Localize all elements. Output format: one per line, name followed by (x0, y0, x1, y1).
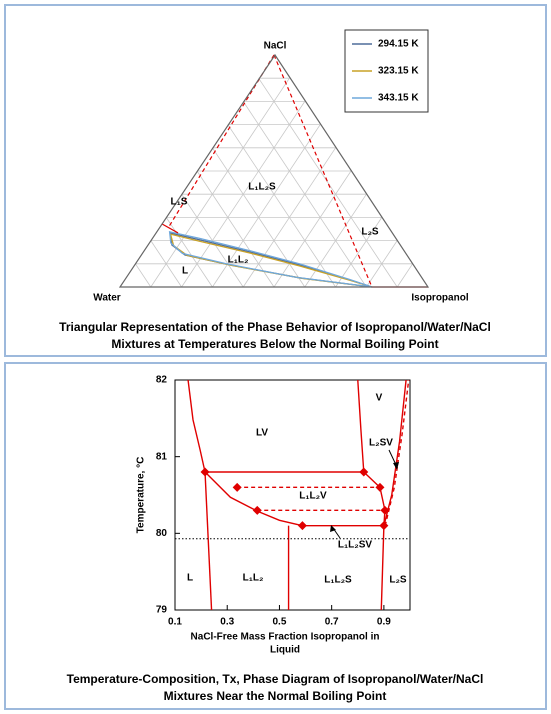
grid-line (165, 217, 213, 288)
curve (167, 54, 275, 229)
grid-line (258, 77, 398, 288)
region-label: LV (256, 428, 268, 439)
grid-line (181, 193, 244, 288)
plot-frame (174, 379, 411, 611)
arrow-head (393, 462, 399, 470)
curve (380, 525, 385, 611)
marker (200, 467, 210, 477)
curve (357, 379, 365, 473)
curve (363, 471, 386, 526)
curve (384, 379, 410, 526)
tx-plot: 79 80 81 82 0.1 0.3 0.5 0.7 0.9 (156, 375, 411, 628)
grid-line (150, 77, 290, 288)
grid-line (396, 263, 413, 288)
grid-line (212, 124, 321, 288)
panel-top (4, 4, 547, 357)
region-label: L₂SV (369, 438, 393, 449)
curve (168, 230, 373, 288)
region-label: L (182, 266, 188, 277)
x-axis-label: Liquid (270, 645, 300, 656)
y-tick-label: 80 (156, 528, 168, 539)
y-axis-label: Temperature, °C (136, 457, 147, 534)
marker (375, 482, 385, 492)
x-tick-label: 0.7 (325, 617, 339, 628)
caption: Triangular Representation of the Phase B… (59, 320, 491, 334)
x-axis-label: NaCl-Free Mass Fraction Isopropanol in (191, 632, 380, 643)
caption: Mixtures Near the Normal Boiling Point (164, 689, 387, 703)
marker (379, 521, 389, 531)
y-tick-label: 81 (156, 451, 168, 462)
curve (161, 223, 179, 234)
curve (187, 379, 206, 473)
caption: Temperature-Composition, Tx, Phase Diagr… (67, 672, 484, 686)
x-tick-label: 0.1 (168, 617, 182, 628)
legend-label: 343.15 K (378, 93, 419, 104)
region-label: L₁L₂ (243, 573, 264, 584)
region-label: L₁S (171, 197, 188, 208)
marker (297, 521, 307, 531)
x-tick-label: 0.3 (220, 617, 234, 628)
caption: Mixtures at Temperatures Below the Norma… (111, 337, 438, 351)
ternary-plot (135, 54, 428, 288)
marker (380, 505, 390, 515)
region-label: V (376, 393, 383, 404)
region-label: L₁L₂S (324, 575, 352, 586)
x-tick-label: 0.5 (272, 617, 286, 628)
curve (204, 471, 213, 611)
marker (232, 482, 242, 492)
arrow-head (330, 525, 336, 532)
region-label: L₂S (389, 575, 407, 586)
grid-line (366, 240, 398, 288)
y-tick-label: 79 (156, 605, 168, 616)
region-label: L₂S (361, 227, 379, 238)
grid-line (335, 217, 383, 288)
grid-line (150, 240, 182, 288)
grid-line (135, 263, 152, 288)
legend-label: 323.15 K (378, 66, 419, 77)
x-tick-label: 0.9 (377, 617, 391, 628)
grid-line (304, 193, 367, 288)
vertex-label: Isopropanol (411, 293, 468, 304)
triangle-frame (118, 53, 430, 288)
grid-line (273, 170, 352, 288)
vertex-label: NaCl (264, 41, 287, 52)
marker (359, 467, 369, 477)
grid-line (227, 124, 336, 288)
vertex-label: Water (93, 293, 121, 304)
region-label: L₁L₂V (299, 491, 327, 502)
region-label: L₁L₂ (228, 255, 249, 266)
region-label: L₁L₂S (248, 182, 276, 193)
marker (252, 505, 262, 515)
y-tick-label: 82 (156, 375, 168, 386)
region-label: L₁L₂SV (338, 540, 372, 551)
legend-label: 294.15 K (378, 39, 419, 50)
grid-line (196, 170, 275, 288)
region-label: L (187, 573, 193, 584)
